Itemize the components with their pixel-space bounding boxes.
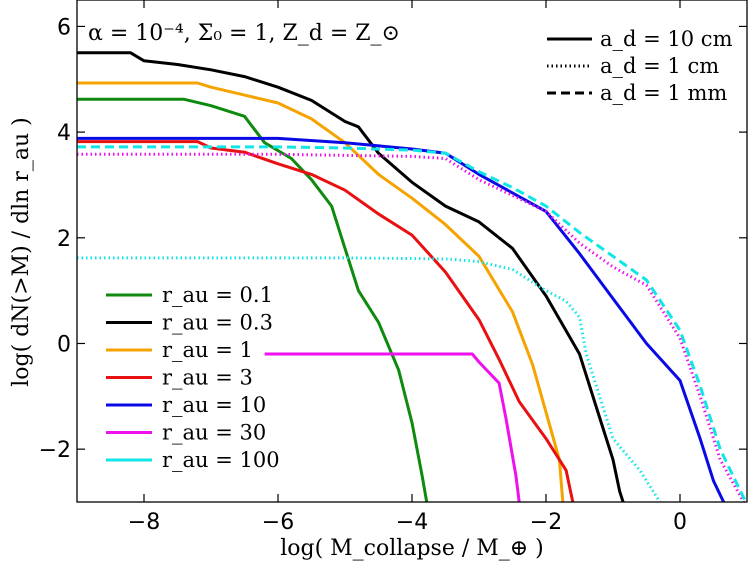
y-tick-label: 2	[57, 227, 71, 252]
chart-annotation: α = 10⁻⁴, Σ₀ = 1, Z_d = Z_⊙	[88, 21, 400, 46]
x-tick-label: −4	[396, 510, 428, 535]
x-tick-label: 0	[673, 510, 687, 535]
color-legend-label: r_au = 0.3	[162, 311, 273, 335]
x-tick-label: −6	[262, 510, 294, 535]
style-legend: a_d = 10 cm a_d = 1 cm a_d = 1 mm	[547, 27, 733, 105]
tick-layer: −8 −6 −4 −2 0 −2 0 2 4 6	[39, 0, 747, 535]
style-legend-label: a_d = 1 cm	[600, 54, 719, 78]
series-line-6	[77, 152, 745, 502]
color-legend-label: r_au = 100	[162, 448, 280, 472]
x-tick-label: −8	[128, 510, 160, 535]
y-tick-label: 0	[57, 332, 71, 357]
style-legend-label: a_d = 1 mm	[600, 81, 727, 105]
y-tick-label: 6	[57, 15, 71, 40]
y-tick-label: −2	[39, 438, 71, 463]
style-legend-label: a_d = 10 cm	[600, 27, 733, 51]
color-legend-label: r_au = 10	[162, 393, 266, 417]
series-line-5	[264, 352, 521, 502]
color-legend-label: r_au = 1	[162, 338, 253, 362]
series-line-7	[77, 145, 747, 502]
series-line-3	[77, 140, 575, 502]
color-legend-label: r_au = 30	[162, 421, 266, 445]
series-line-2	[77, 81, 565, 502]
x-axis-label: log( M_collapse / M_⊕ )	[280, 536, 544, 561]
color-legend-label: r_au = 3	[162, 366, 253, 390]
y-tick-label: 4	[57, 121, 71, 146]
series-line-1	[77, 51, 625, 502]
x-tick-label: −2	[530, 510, 562, 535]
color-legend: r_au = 0.1 r_au = 0.3 r_au = 1 r_au = 3 r_au…	[106, 283, 280, 472]
series-layer	[77, 51, 747, 502]
y-axis-label: log( dN(>M) / dln r_au )	[9, 117, 34, 386]
color-legend-label: r_au = 0.1	[162, 283, 273, 307]
series-line-0	[77, 97, 429, 502]
